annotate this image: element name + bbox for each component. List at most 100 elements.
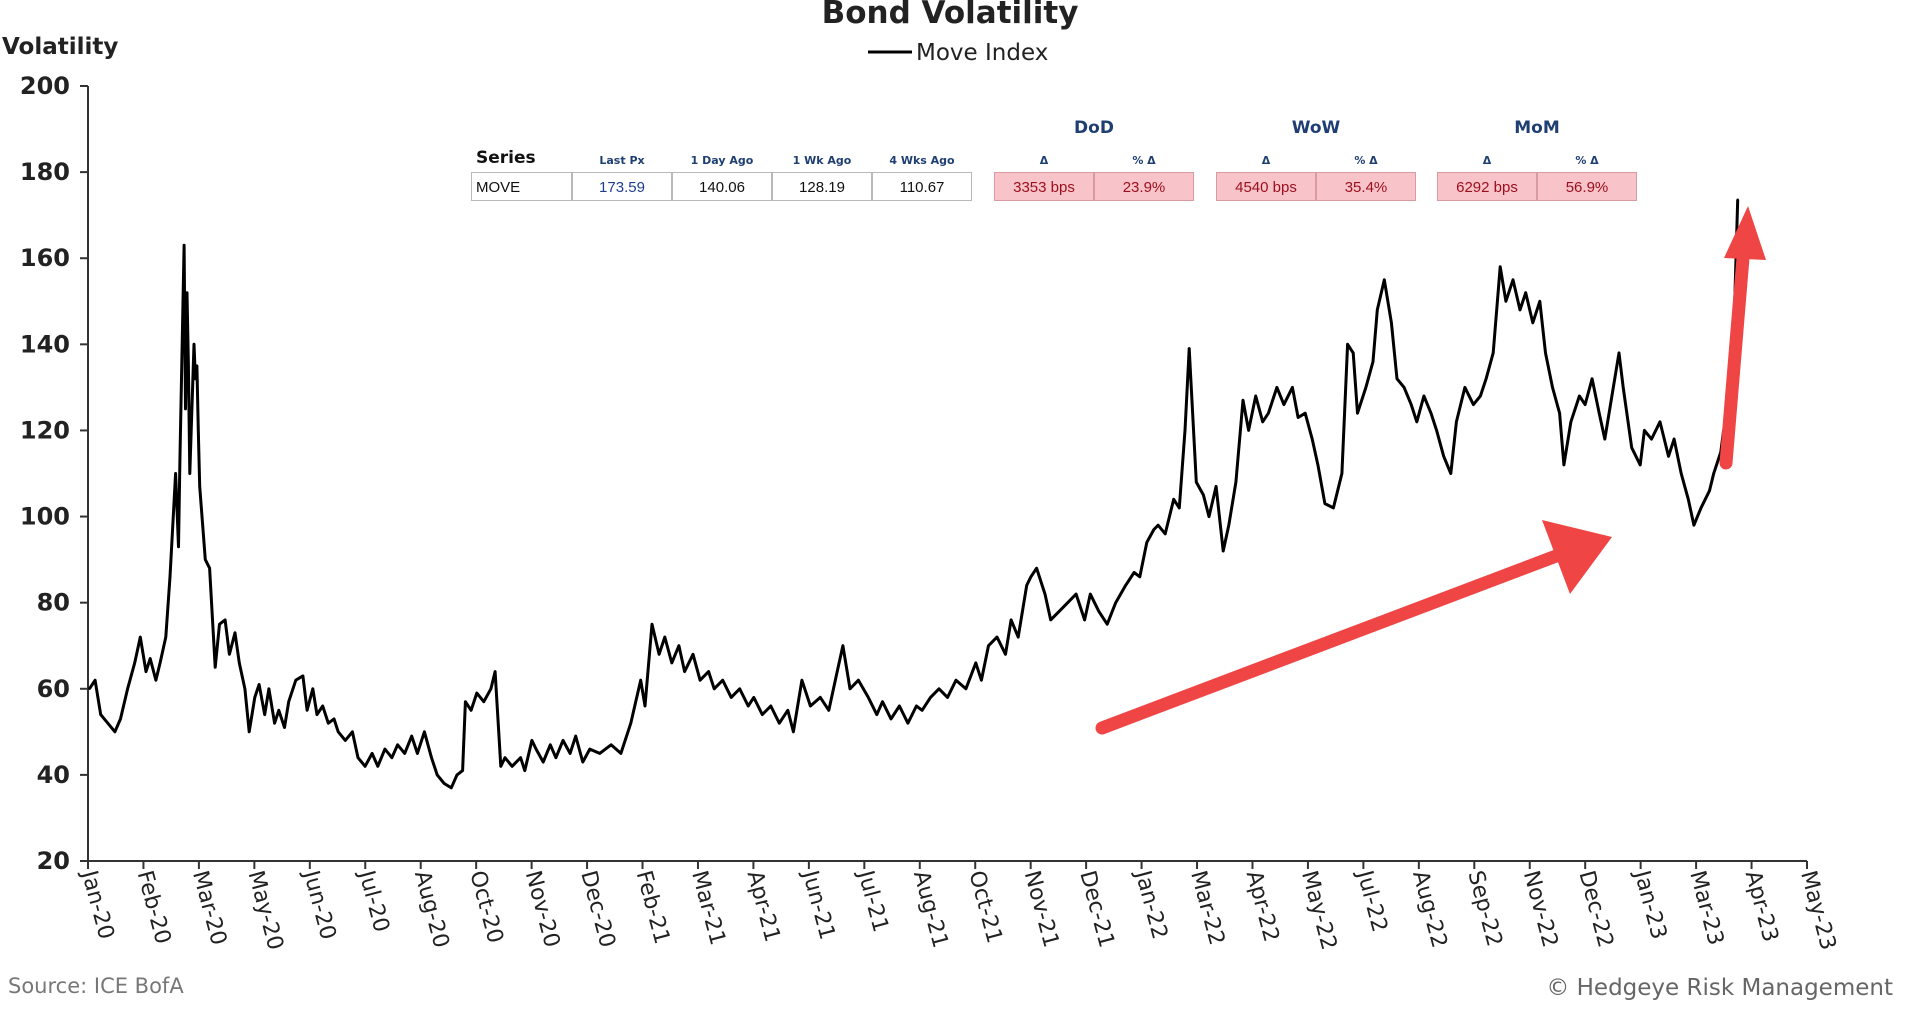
data-point (698, 679, 702, 682)
data-point (1132, 571, 1136, 574)
legend: Move Index (868, 40, 1048, 66)
data-point (356, 756, 360, 759)
data-point (185, 291, 189, 294)
data-point (848, 687, 852, 690)
data-point (1114, 601, 1117, 604)
data-point (974, 661, 977, 665)
data-point (707, 670, 710, 673)
data-point (267, 687, 271, 690)
data-point (243, 687, 247, 690)
data-point (1590, 377, 1594, 380)
data-point (455, 773, 459, 777)
data-point (1164, 532, 1167, 535)
dod-pct-header: % Δ (1132, 154, 1156, 167)
data-point (1296, 416, 1300, 419)
data-point (1538, 300, 1542, 303)
series-header: Series (476, 148, 536, 168)
data-point (1492, 351, 1495, 355)
data-point (1267, 412, 1270, 415)
data-point (619, 752, 623, 755)
y-tick-label: 80 (37, 589, 70, 617)
data-point (827, 709, 830, 712)
data-point (946, 696, 949, 699)
data-point (542, 760, 545, 764)
data-point (1395, 377, 1399, 380)
data-point (857, 679, 860, 682)
data-point (1617, 351, 1621, 355)
data-point (1124, 584, 1127, 587)
data-point (248, 730, 251, 733)
data-point (1025, 584, 1028, 587)
data-point (228, 653, 231, 656)
data-point (475, 691, 478, 695)
data-point (1356, 412, 1359, 415)
data-point (363, 765, 367, 768)
y-tick-label: 120 (20, 416, 70, 444)
data-point (1332, 506, 1335, 510)
data-point (663, 635, 666, 639)
data-point (523, 769, 526, 772)
data-point (561, 739, 565, 742)
data-point (436, 773, 439, 777)
data-point (287, 700, 290, 703)
y-axis-ticks: 20 40 60 80 100 120 140 160 180 200 (20, 72, 88, 875)
y-tick-label: 100 (20, 503, 70, 531)
data-point (88, 687, 91, 690)
data-point (1569, 420, 1573, 423)
x-tick-label: Nov-20 (520, 868, 564, 950)
data-point (549, 743, 552, 746)
data-point (1708, 489, 1711, 492)
x-tick-label: May-20 (243, 868, 288, 953)
data-point (1275, 386, 1279, 389)
axes (87, 86, 1807, 862)
x-tick-label: Sep-22 (1462, 868, 1506, 949)
data-point (670, 661, 673, 665)
data-point (1383, 278, 1386, 281)
y-axis-label: Volatility (2, 34, 118, 60)
data-point (836, 670, 839, 673)
data-point (1083, 618, 1086, 622)
row-4-wks-ago: 110.67 (872, 172, 972, 201)
row-last-px: 173.59 (572, 172, 672, 201)
data-point (192, 343, 196, 346)
data-point (423, 730, 426, 733)
data-point (1643, 429, 1646, 432)
data-point (277, 709, 280, 712)
data-point (184, 407, 187, 411)
y-tick-label: 180 (20, 158, 70, 186)
data-point (691, 653, 695, 656)
data-point (1402, 386, 1406, 389)
data-point (1188, 347, 1191, 350)
data-point (208, 567, 211, 570)
legend-label-move-index: Move Index (916, 40, 1048, 66)
data-point (1371, 360, 1375, 363)
data-point (1504, 300, 1508, 303)
x-tick-label: Apr-21 (742, 868, 785, 945)
x-tick-label: Aug-20 (409, 868, 454, 951)
data-point (954, 679, 958, 682)
data-point (390, 756, 394, 759)
copyright-credit: © Hedgeye Risk Management (1546, 975, 1893, 1001)
x-tick-label: Aug-22 (1407, 868, 1452, 951)
data-point (351, 730, 354, 733)
data-point (1316, 463, 1320, 467)
data-point (915, 704, 918, 708)
data-point (106, 722, 110, 725)
data-point (1346, 343, 1349, 346)
data-point (898, 704, 901, 708)
data-point (987, 644, 990, 647)
row-1-wk-ago: 128.19 (772, 172, 872, 201)
data-point (327, 722, 330, 725)
data-point (450, 786, 453, 789)
data-point (1598, 412, 1601, 415)
data-point (920, 709, 924, 712)
data-point (1097, 610, 1101, 613)
data-point (197, 429, 200, 432)
data-point (1282, 403, 1286, 406)
data-point (629, 722, 632, 725)
data-point (1449, 472, 1453, 475)
dod-pct-value: 23.9% (1094, 172, 1194, 201)
x-tick-label: Oct-21 (963, 868, 1006, 946)
data-point (99, 713, 102, 716)
